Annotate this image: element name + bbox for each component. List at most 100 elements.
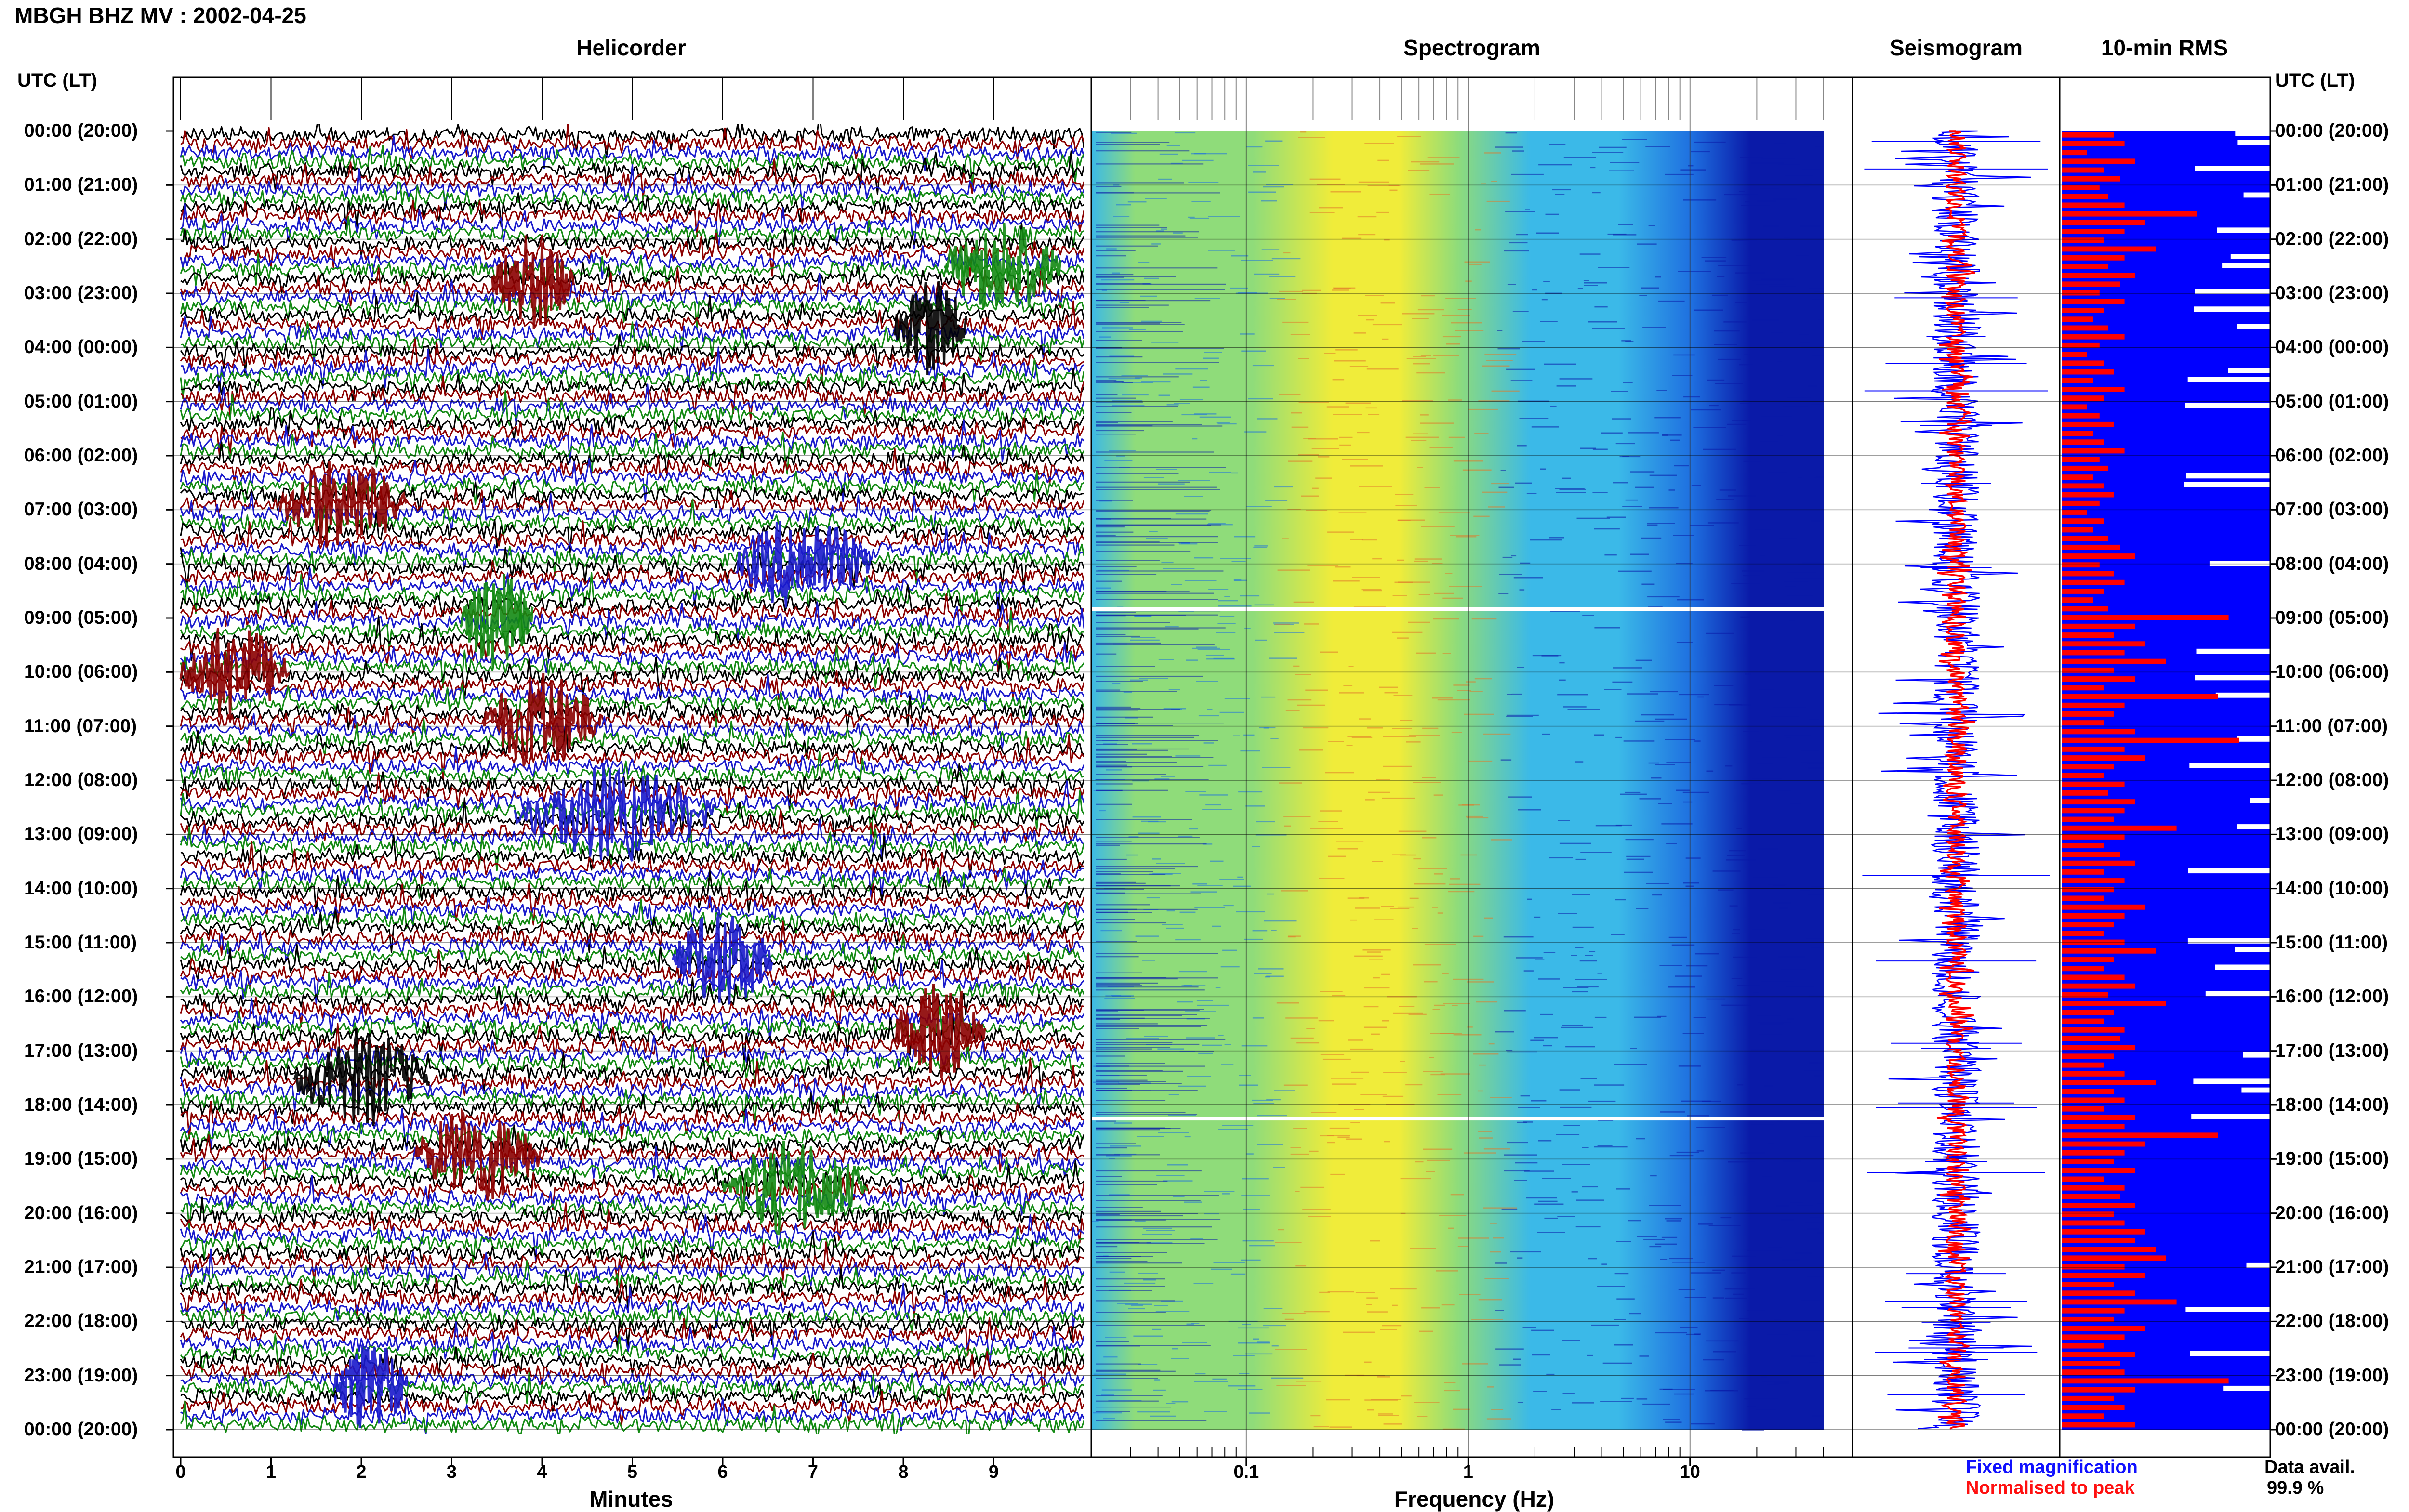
spectrogram-speckle (1595, 825, 1622, 827)
spectrogram-speckle (1167, 1164, 1188, 1166)
rms-normalised-bar (2062, 746, 2125, 752)
spectrogram-speckle (1694, 1333, 1701, 1335)
spectrogram-speckle (1449, 883, 1481, 885)
spectrogram-speckle (1298, 137, 1325, 138)
rms-normalised-bar (2062, 1045, 2135, 1051)
y-label-left: 13:00 (09:00) (24, 824, 138, 845)
spectrogram-low-freq-line (1096, 1009, 1200, 1011)
spectrogram-speckle (1240, 333, 1255, 335)
spectrogram-speckle (1483, 1207, 1517, 1209)
spectrogram-speckle (1649, 1246, 1662, 1248)
spectrogram-speckle (1507, 1142, 1528, 1144)
rms-normalised-bar (2062, 1413, 2104, 1419)
spectrogram-low-freq-line (1096, 735, 1199, 736)
spectrogram-speckle (1562, 477, 1571, 479)
y-label-right: 12:00 (08:00) (2275, 770, 2389, 790)
spectrogram-speckle (1421, 1307, 1440, 1309)
rms-normalised-bar (2062, 764, 2114, 770)
spectrogram-speckle (1657, 1015, 1667, 1017)
spectrogram-speckle (1140, 295, 1157, 297)
spectrogram-speckle (1400, 720, 1413, 721)
spectrogram-low-freq-line (1096, 1242, 1140, 1243)
rms-normalised-bar (2062, 1220, 2125, 1226)
spectrogram-speckle (1171, 1401, 1189, 1403)
helicorder-event-burst (514, 763, 715, 862)
spectrogram-speckle (1181, 985, 1206, 986)
rms-normalised-bar (2062, 579, 2125, 585)
rms-normalised-bar (2062, 974, 2125, 980)
spectrogram-speckle (1223, 905, 1234, 907)
spectrogram-speckle (1265, 500, 1288, 501)
spectrogram-low-freq-line (1096, 689, 1121, 691)
rms-fixed-gap (2217, 227, 2270, 233)
spectrogram-speckle (1330, 191, 1361, 193)
spectrogram-speckle (1682, 791, 1709, 793)
spectrogram-speckle (1332, 1083, 1357, 1085)
spectrogram-low-freq-line (1096, 634, 1126, 635)
spectrogram-low-freq-line (1096, 430, 1144, 432)
spectrogram-low-freq-line (1096, 774, 1166, 775)
helicorder-trace-line (180, 1248, 1084, 1292)
y-label-left: 18:00 (14:00) (24, 1094, 138, 1115)
spectrogram-speckle (1342, 237, 1362, 239)
spectrogram-speckle (1675, 975, 1702, 977)
spectrogram-low-freq-line (1096, 566, 1137, 567)
spectrogram-low-freq-line (1096, 1420, 1207, 1421)
rms-normalised-bar (2062, 1124, 2125, 1130)
spectrogram-speckle (1747, 1406, 1756, 1407)
y-label-right: 15:00 (11:00) (2275, 932, 2388, 953)
spectrogram-speckle (1743, 460, 1761, 462)
rms-normalised-bar (2062, 632, 2114, 638)
helicorder-trace-line (180, 253, 1084, 287)
spectrogram-low-freq-line (1096, 1083, 1182, 1084)
spectrogram-speckle (1611, 934, 1625, 935)
spectrogram-speckle (1256, 821, 1275, 823)
spectrogram-speckle (1350, 539, 1363, 540)
spectrogram-speckle (1639, 295, 1647, 296)
spectrogram-speckle (1479, 1137, 1493, 1139)
spectrogram-speckle (1184, 580, 1217, 581)
spectrogram-speckle (1473, 1053, 1499, 1055)
spectrogram-speckle (1163, 568, 1195, 569)
spectrogram-speckle (1493, 1237, 1504, 1239)
spectrogram-speckle (1382, 797, 1415, 799)
spectrogram-speckle (1622, 506, 1642, 507)
spectrogram-speckle (1731, 583, 1761, 584)
spectrogram-speckle (1571, 1191, 1578, 1193)
spectrogram-speckle (1184, 1136, 1191, 1138)
spectrogram-speckle (1683, 199, 1717, 201)
spectrogram-speckle (1112, 400, 1143, 402)
spectrogram-low-freq-line (1096, 1210, 1161, 1212)
spectrogram-speckle (1162, 924, 1183, 925)
spectrogram-speckle (1510, 380, 1533, 381)
spectrogram-speckle (1543, 952, 1556, 953)
spectrogram-speckle (1194, 907, 1225, 908)
spectrogram-low-freq-line (1096, 627, 1226, 629)
rms-fixed-gap (2186, 473, 2270, 479)
spectrogram-speckle (1096, 587, 1111, 589)
data-availability-value: 99.9 % (2267, 1478, 2324, 1498)
spectrogram-speckle (1478, 1131, 1492, 1132)
spectrogram-speckle (1576, 517, 1610, 519)
spectrogram-speckle (1579, 253, 1601, 255)
helicorder-trace-line (180, 368, 1084, 402)
rms-fixed-gap (2230, 254, 2270, 259)
spectrogram-low-freq-line (1096, 397, 1136, 399)
spectrogram-speckle (1580, 447, 1596, 449)
spectrogram-speckle (1462, 1363, 1488, 1365)
spectrogram-speckle (1766, 1384, 1779, 1385)
spectrogram-speckle (1263, 186, 1284, 188)
spectrogram-speckle (1168, 1094, 1179, 1095)
spectrogram-speckle (1132, 816, 1161, 818)
spectrogram-speckle (1512, 311, 1529, 312)
spectrogram-speckle (1144, 277, 1159, 279)
rms-normalised-bar (2062, 1238, 2135, 1243)
helicorder-trace-line (180, 192, 1084, 231)
spectrogram-speckle (1104, 998, 1135, 999)
spectrogram-speckle (1204, 1191, 1235, 1192)
spectrogram-speckle (1343, 685, 1353, 686)
spectrogram-speckle (1705, 1390, 1738, 1392)
spectrogram-speckle (1109, 355, 1135, 357)
spectrogram-speckle (1641, 537, 1662, 539)
spectrogram-speckle (1297, 704, 1325, 706)
